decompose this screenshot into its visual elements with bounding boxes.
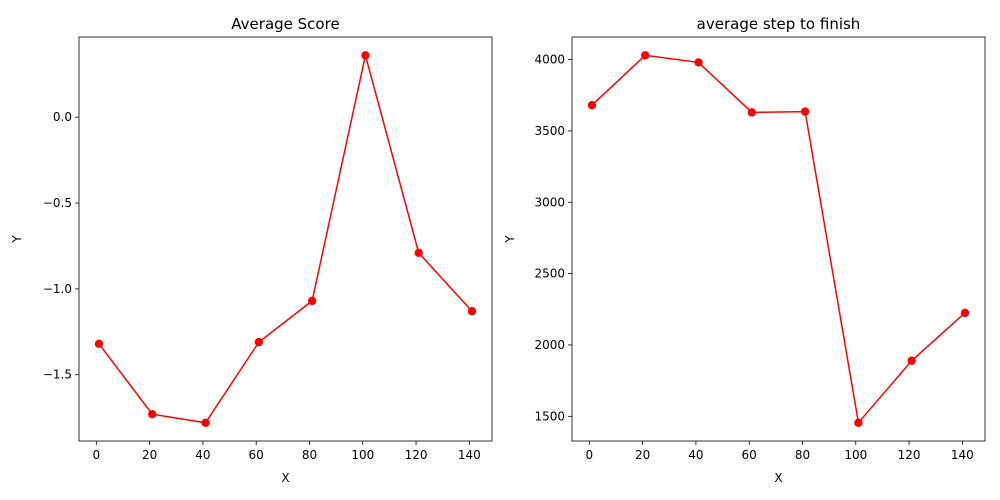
chart-panel-2: average step to finish 0 20 40 60 80 100 120 140… [503, 15, 986, 485]
x-tick-label: 120 [405, 448, 428, 462]
x-tick-label: 100 [351, 448, 374, 462]
data-point [694, 58, 703, 67]
x-tick-label: 20 [142, 448, 157, 462]
y-tick-label: 2500 [534, 267, 565, 281]
data-point [254, 337, 264, 347]
x-tick-label: 0 [92, 448, 100, 462]
data-point [94, 339, 104, 349]
data-point [307, 296, 317, 306]
x-tick-label: 140 [951, 448, 974, 462]
series-line [98, 55, 473, 424]
x-tick-label: 20 [635, 448, 650, 462]
plot-frame [78, 36, 493, 442]
y-tick-label: 3500 [534, 124, 565, 138]
x-axis-label: X [281, 471, 289, 485]
x-tick-label: 80 [302, 448, 317, 462]
data-point [201, 418, 210, 428]
data-point [800, 107, 810, 116]
chart-title: average step to finish [697, 15, 861, 33]
data-point [960, 308, 970, 318]
x-axis-label: X [774, 471, 782, 485]
data-point [361, 51, 370, 60]
x-tick-label: 60 [249, 448, 264, 462]
y-tick-label: −1.5 [43, 368, 72, 382]
data-point [414, 248, 423, 258]
plot-frame [571, 36, 986, 442]
x-tick-label: 60 [742, 448, 757, 462]
y-tick-label: 3000 [534, 195, 565, 209]
series-line [591, 54, 966, 425]
x-tick-label: 40 [195, 448, 210, 462]
data-point [854, 418, 863, 427]
data-point [641, 51, 650, 60]
y-tick-label: −0.5 [43, 196, 72, 210]
data-point [747, 108, 757, 117]
y-axis-label: Y [503, 235, 517, 244]
x-tick-label: 0 [585, 448, 593, 462]
y-tick-label: 2000 [534, 338, 565, 352]
chart-title: Average Score [231, 15, 339, 33]
chart-panel-1: Average Score 0 20 40 60 80 100 120 140 −1.5 −1.0 −… [10, 15, 493, 485]
x-tick-label: 40 [688, 448, 703, 462]
y-tick-label: −1.0 [43, 282, 72, 296]
y-tick-label: 4000 [534, 53, 565, 67]
data-point [587, 101, 597, 110]
data-point [907, 356, 916, 365]
data-point [148, 410, 157, 419]
y-axis-label: Y [10, 235, 24, 244]
y-tick-label: 0.0 [53, 110, 72, 124]
data-point [467, 306, 477, 316]
x-tick-label: 80 [795, 448, 810, 462]
x-tick-label: 100 [844, 448, 867, 462]
y-tick-label: 1500 [534, 409, 565, 423]
x-tick-label: 140 [458, 448, 481, 462]
x-tick-label: 120 [898, 448, 921, 462]
